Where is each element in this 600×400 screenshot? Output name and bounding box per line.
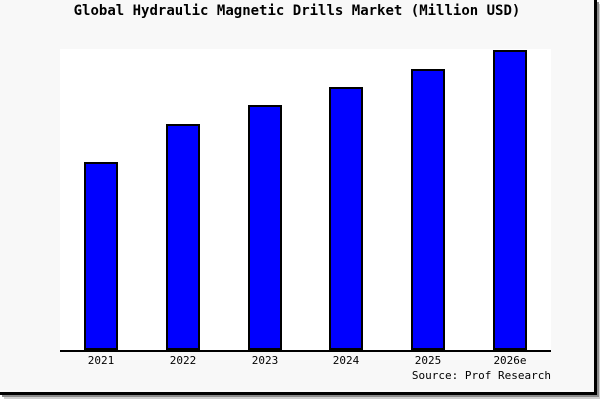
source-credit: Source: Prof Research xyxy=(411,369,551,382)
x-axis-label-2021: 2021 xyxy=(87,354,115,367)
bar-2021 xyxy=(84,162,118,350)
bar-2024 xyxy=(329,87,363,350)
bar-2023 xyxy=(248,105,282,350)
x-axis-label-2026e: 2026e xyxy=(493,354,527,367)
x-axis-label-2024: 2024 xyxy=(332,354,360,367)
x-axis-label-2022: 2022 xyxy=(169,354,197,367)
bar-2025 xyxy=(411,69,445,350)
chart-title: Global Hydraulic Magnetic Drills Market … xyxy=(73,3,521,19)
plot-area xyxy=(60,49,551,352)
x-axis-label-2023: 2023 xyxy=(251,354,279,367)
bar-2022 xyxy=(166,124,200,350)
x-axis-label-2025: 2025 xyxy=(414,354,442,367)
bar-2026e xyxy=(493,50,527,350)
